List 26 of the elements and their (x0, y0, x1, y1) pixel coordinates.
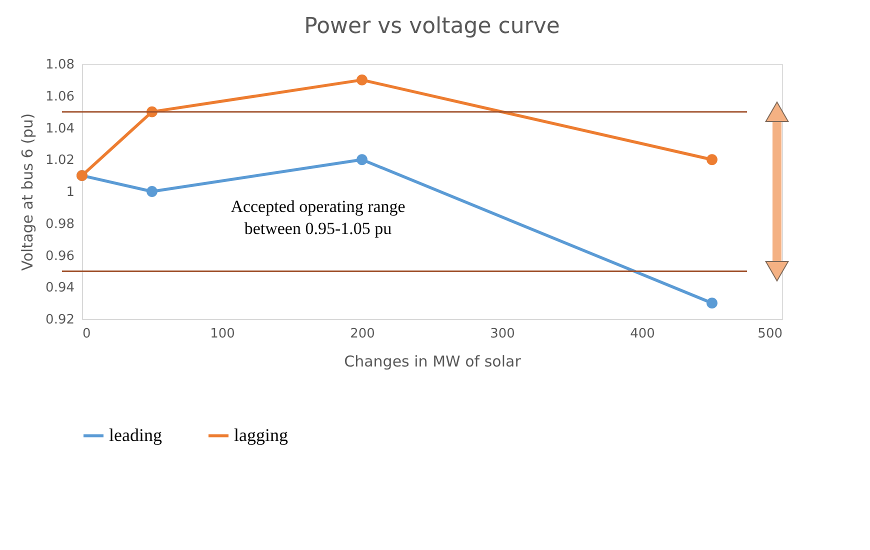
legend-label: leading (109, 424, 162, 445)
point (356, 154, 368, 166)
x-tick-label: 100 (210, 326, 235, 342)
x-tick-label: 0 (82, 326, 91, 342)
y-tick-label: 1.02 (46, 153, 74, 168)
point (706, 154, 718, 166)
y-tick-label: 1 (66, 185, 74, 200)
chart-title: Power vs voltage curve (304, 14, 560, 39)
point (146, 186, 158, 197)
x-axis-title: Changes in MW of solar (344, 352, 522, 370)
y-axis-title: Voltage at bus 6 (pu) (18, 113, 37, 271)
legend-label: lagging (234, 424, 288, 445)
annotation: Accepted operating range between 0.95-1.05 pu (230, 197, 406, 238)
y-tick-label: 0.92 (46, 312, 74, 328)
x-tick-label: 200 (350, 326, 375, 342)
y-tick-label: 1.08 (46, 58, 74, 72)
y-tick-label: 0.96 (46, 248, 74, 264)
y-tick-label: 1.06 (46, 89, 74, 104)
x-tick-label: 500 (758, 326, 782, 342)
x-tick-label: 400 (630, 326, 655, 342)
y-tick-label: 0.98 (46, 216, 74, 232)
point (356, 74, 368, 86)
point (706, 298, 718, 309)
x-tick-label: 300 (490, 326, 515, 342)
y-tick-label: 1.04 (46, 121, 74, 136)
y-tick-label: 0.94 (46, 280, 74, 296)
